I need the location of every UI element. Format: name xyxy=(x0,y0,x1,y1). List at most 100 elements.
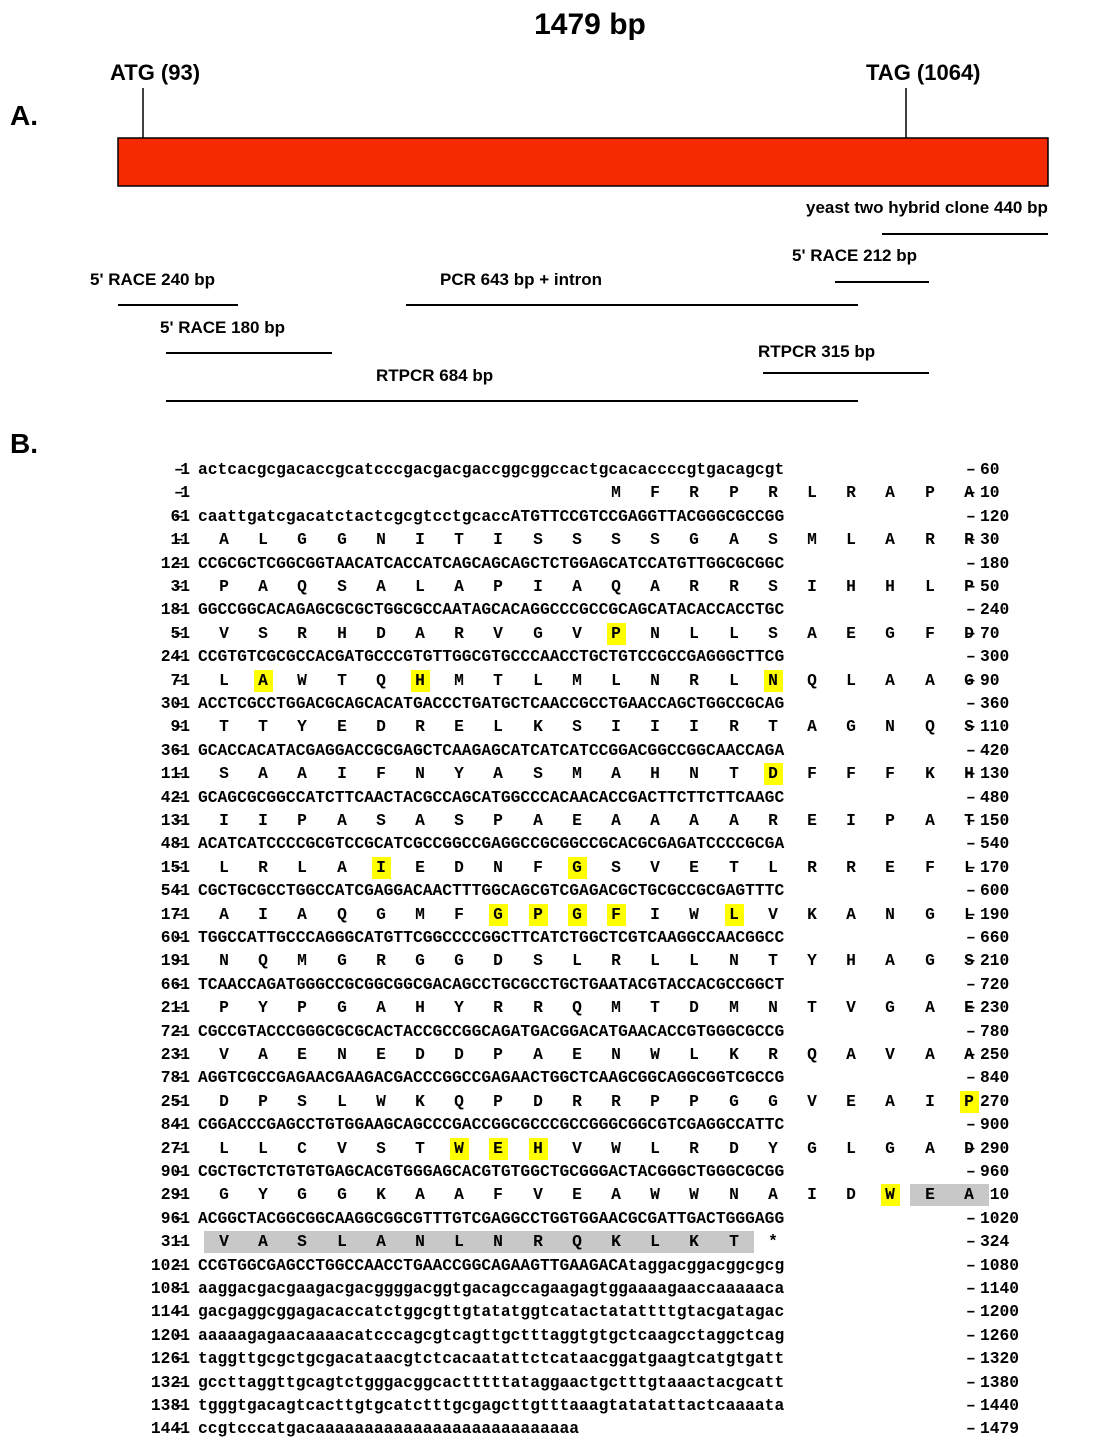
row-end-number: 290 xyxy=(980,1139,1010,1158)
row-start-number: 61 xyxy=(170,507,190,526)
row-dash: – xyxy=(174,554,184,573)
amino-acid-residue: F xyxy=(454,905,464,924)
transcript-length-label: 1479 bp xyxy=(534,8,646,41)
amino-acid-residue: E xyxy=(454,717,464,736)
amino-acid-residue: V xyxy=(846,998,856,1017)
amino-acid-residue: A xyxy=(454,1185,464,1204)
nucleotide-sequence-row: CGCTGCGCCTGGCCATCGAGGACAACTTTGGCAGCGTCGA… xyxy=(198,881,785,900)
residue-highlight-yellow xyxy=(960,1091,979,1113)
fragment-label-yeast-two-hybrid: yeast two hybrid clone 440 bp xyxy=(806,198,1048,217)
amino-acid-residue: R xyxy=(493,998,503,1017)
amino-acid-residue: T xyxy=(768,951,778,970)
amino-acid-residue: A xyxy=(219,905,229,924)
row-end-number: 1260 xyxy=(980,1326,1020,1345)
residue-highlight-yellow xyxy=(725,904,744,926)
row-start-number: 131 xyxy=(160,811,190,830)
amino-acid-residue: A xyxy=(925,1139,935,1158)
row-end-number: 90 xyxy=(980,671,1000,690)
amino-acid-residue: A xyxy=(885,671,895,690)
amino-acid-residue: A xyxy=(964,483,974,502)
amino-acid-residue: T xyxy=(650,998,660,1017)
amino-acid-residue: I xyxy=(650,905,660,924)
amino-acid-residue: T xyxy=(415,1139,425,1158)
amino-acid-residue: A xyxy=(297,905,307,924)
nucleotide-sequence-row: GCACCACATACGAGGACCGCGAGCTCAAGAGCATCATCAT… xyxy=(198,741,785,760)
residue-highlight-gray xyxy=(714,1231,754,1253)
amino-acid-residue: T xyxy=(454,530,464,549)
amino-acid-residue: A xyxy=(297,764,307,783)
row-start-number: 151 xyxy=(160,858,190,877)
row-dash: – xyxy=(966,600,976,619)
amino-acid-residue: A xyxy=(337,858,347,877)
amino-acid-residue: R xyxy=(689,1139,699,1158)
residue-highlight-gray xyxy=(596,1231,636,1253)
amino-acid-residue: S xyxy=(376,1139,386,1158)
row-dash: – xyxy=(174,1045,184,1064)
amino-acid-residue: I xyxy=(376,858,386,877)
amino-acid-residue: E xyxy=(846,624,856,643)
row-dash: – xyxy=(174,530,184,549)
row-start-number: 91 xyxy=(170,717,190,736)
amino-acid-residue: W xyxy=(650,1045,660,1064)
amino-acid-residue: S xyxy=(650,530,660,549)
amino-acid-residue: A xyxy=(611,1185,621,1204)
row-end-number: 1320 xyxy=(980,1349,1020,1368)
residue-highlight-yellow xyxy=(411,670,430,692)
amino-acid-residue: A xyxy=(376,998,386,1017)
stop-codon-marker: * xyxy=(768,1232,778,1251)
amino-acid-residue: R xyxy=(768,811,778,830)
amino-acid-residue: V xyxy=(219,1232,229,1251)
amino-acid-residue: R xyxy=(454,624,464,643)
amino-acid-residue: A xyxy=(925,1045,935,1064)
amino-acid-residue: L xyxy=(611,671,621,690)
row-dash: – xyxy=(966,1349,976,1368)
row-dash: – xyxy=(966,1419,976,1438)
amino-acid-residue: V xyxy=(768,905,778,924)
nucleotide-sequence-row: GCAGCGCGGCCATCTTCAACTACGCCAGCATGGCCCACAA… xyxy=(198,788,785,807)
row-dash: – xyxy=(966,1232,976,1251)
amino-acid-residue: F xyxy=(493,1185,503,1204)
amino-acid-residue: I xyxy=(925,1092,935,1111)
row-start-number: 781 xyxy=(160,1068,190,1087)
fragment-label-5race-212: 5' RACE 212 bp xyxy=(792,246,917,265)
amino-acid-residue: Q xyxy=(611,577,621,596)
amino-acid-residue: R xyxy=(258,858,268,877)
amino-acid-residue: W xyxy=(611,1139,621,1158)
amino-acid-residue: S xyxy=(768,577,778,596)
row-dash: – xyxy=(966,1279,976,1298)
row-dash: – xyxy=(174,1068,184,1087)
amino-acid-residue: A xyxy=(689,811,699,830)
row-end-number: 120 xyxy=(980,507,1010,526)
row-dash: – xyxy=(174,811,184,830)
amino-acid-residue: F xyxy=(611,905,621,924)
amino-acid-residue: K xyxy=(533,717,543,736)
residue-highlight-gray xyxy=(910,1184,950,1206)
row-dash: – xyxy=(966,717,976,736)
amino-acid-residue: A xyxy=(964,1185,974,1204)
amino-acid-residue: G xyxy=(729,1092,739,1111)
amino-acid-residue: N xyxy=(650,624,660,643)
amino-acid-residue: R xyxy=(768,483,778,502)
row-dash: – xyxy=(966,1209,976,1228)
amino-acid-residue: L xyxy=(807,483,817,502)
row-dash: – xyxy=(174,647,184,666)
row-dash: – xyxy=(174,671,184,690)
row-dash: – xyxy=(966,951,976,970)
amino-acid-residue: G xyxy=(376,905,386,924)
amino-acid-residue: R xyxy=(533,998,543,1017)
residue-highlight-gray xyxy=(322,1231,362,1253)
amino-acid-residue: T xyxy=(493,671,503,690)
row-end-number: 150 xyxy=(980,811,1010,830)
amino-acid-residue: R xyxy=(611,1092,621,1111)
amino-acid-residue: K xyxy=(689,1232,699,1251)
row-start-number: 291 xyxy=(160,1185,190,1204)
amino-acid-residue: G xyxy=(768,1092,778,1111)
row-start-number: 11 xyxy=(170,530,190,549)
amino-acid-residue: Y xyxy=(258,1185,268,1204)
amino-acid-residue: E xyxy=(572,1185,582,1204)
amino-acid-residue: S xyxy=(611,530,621,549)
row-start-number: 231 xyxy=(160,1045,190,1064)
amino-acid-residue: Y xyxy=(807,951,817,970)
amino-acid-residue: N xyxy=(337,1045,347,1064)
nucleotide-sequence-row: CGGACCCGAGCCTGTGGAAGCAGCCCGACCGGCGCCCGCC… xyxy=(198,1115,785,1134)
